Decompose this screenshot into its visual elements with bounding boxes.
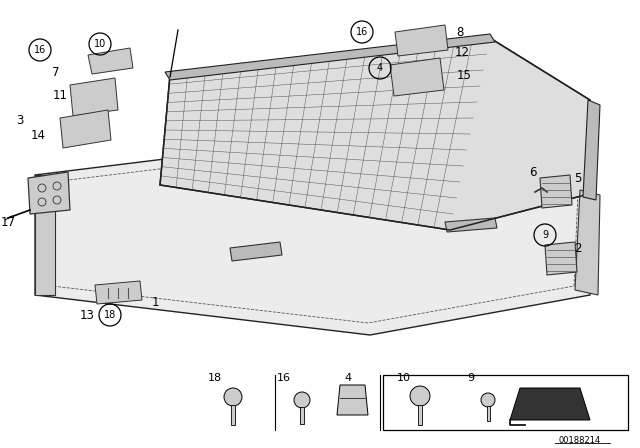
Polygon shape — [35, 130, 595, 335]
Polygon shape — [390, 58, 444, 96]
Circle shape — [294, 392, 310, 408]
Polygon shape — [540, 175, 572, 208]
Text: 00188214: 00188214 — [559, 435, 601, 444]
Circle shape — [224, 388, 242, 406]
Text: 4: 4 — [344, 373, 351, 383]
Text: 7: 7 — [52, 65, 60, 78]
Text: 13: 13 — [79, 309, 95, 322]
Text: 2: 2 — [574, 241, 582, 254]
Text: 4: 4 — [377, 63, 383, 73]
Text: 10: 10 — [397, 373, 411, 383]
Text: 17: 17 — [1, 215, 15, 228]
Polygon shape — [545, 242, 577, 275]
Polygon shape — [160, 38, 590, 230]
Text: 11: 11 — [52, 89, 67, 102]
Circle shape — [410, 386, 430, 406]
Circle shape — [481, 393, 495, 407]
Text: 18: 18 — [104, 310, 116, 320]
Text: 16: 16 — [356, 27, 368, 37]
FancyBboxPatch shape — [418, 405, 422, 425]
Text: 18: 18 — [208, 373, 222, 383]
FancyBboxPatch shape — [231, 405, 235, 425]
Polygon shape — [445, 218, 497, 232]
Polygon shape — [165, 34, 495, 80]
Text: 12: 12 — [454, 46, 470, 59]
Polygon shape — [35, 175, 55, 295]
Text: 3: 3 — [16, 113, 24, 126]
Polygon shape — [95, 281, 142, 304]
Polygon shape — [575, 190, 600, 295]
Polygon shape — [60, 110, 111, 148]
Text: 1: 1 — [151, 296, 159, 309]
Polygon shape — [70, 78, 118, 116]
Text: 5: 5 — [574, 172, 582, 185]
Polygon shape — [88, 48, 133, 74]
Text: 16: 16 — [277, 373, 291, 383]
Text: 9: 9 — [467, 373, 475, 383]
Text: 9: 9 — [542, 230, 548, 240]
Text: 16: 16 — [34, 45, 46, 55]
Polygon shape — [583, 100, 600, 200]
Polygon shape — [337, 385, 368, 415]
Polygon shape — [395, 25, 448, 56]
Text: 15: 15 — [456, 69, 472, 82]
Text: 14: 14 — [31, 129, 45, 142]
Text: 8: 8 — [456, 26, 464, 39]
Polygon shape — [230, 242, 282, 261]
Text: 10: 10 — [94, 39, 106, 49]
Text: 6: 6 — [529, 165, 537, 178]
FancyBboxPatch shape — [486, 406, 490, 421]
FancyBboxPatch shape — [300, 407, 304, 424]
Polygon shape — [510, 388, 590, 420]
Polygon shape — [28, 172, 70, 214]
